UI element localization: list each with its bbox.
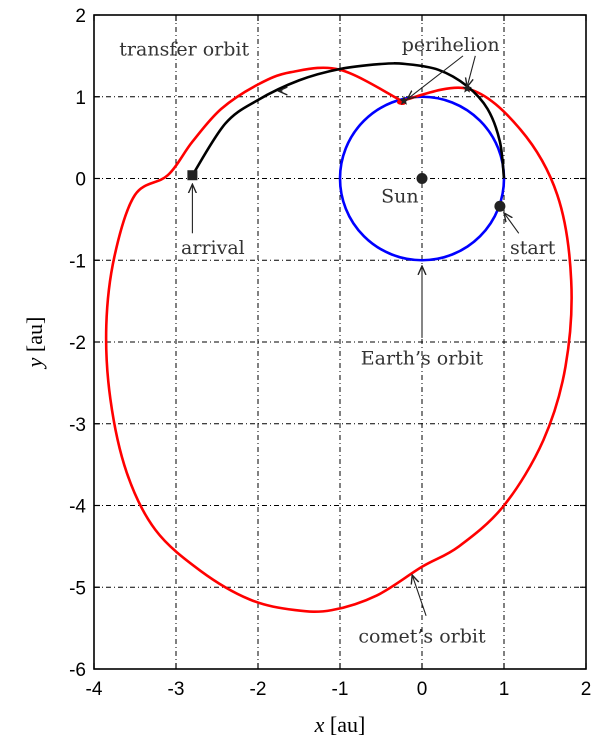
x-tick-label: 0 [417, 679, 428, 700]
arrival-label: arrival [181, 237, 245, 259]
transfer-orbit-line [191, 62, 506, 179]
perihelion-label: perihelion [402, 34, 500, 56]
y-axis-label: y [au] [22, 317, 47, 370]
x-tick-label: 2 [581, 679, 592, 700]
comet-s-orbit-arrow [412, 575, 427, 617]
earth-orbit-line [338, 95, 506, 262]
comet-orbit-line [104, 66, 573, 614]
perihelion-arrow [467, 55, 476, 87]
y-tick-label: 0 [75, 170, 86, 191]
y-tick-label: -6 [69, 660, 86, 681]
y-tick-label: -1 [69, 251, 86, 272]
start-marker [494, 200, 506, 212]
y-tick-label: 2 [75, 6, 86, 27]
series-layer [104, 62, 573, 614]
sun-label: Sun [381, 185, 419, 207]
y-tick-label: -4 [69, 497, 86, 518]
x-tick-label: -1 [332, 679, 349, 700]
x-tick-label: -2 [250, 679, 267, 700]
tick-marks [93, 14, 587, 670]
start-label: start [510, 237, 556, 259]
arrival-marker [187, 170, 198, 181]
y-tick-label: 1 [75, 88, 86, 109]
perihelion-1-marker [399, 95, 409, 105]
Sun-marker [416, 173, 428, 184]
earth-s-orbit-label: Earth’s orbit [361, 347, 484, 369]
transfer-orbit-label: transfer orbit [119, 38, 249, 60]
y-tick-label: -5 [69, 578, 86, 599]
y-tick-label: -2 [69, 333, 86, 354]
x-tick-label: -4 [86, 679, 103, 700]
x-axis-label: x [au] [314, 712, 366, 737]
perihelion-arrow [407, 55, 464, 99]
start-arrow [504, 213, 520, 234]
comet-s-orbit-label: comet’s orbit [358, 625, 486, 647]
x-tick-label: -3 [168, 679, 185, 700]
annotations-layer: transfer orbit perihelion Sun start arrival E… [119, 34, 555, 647]
points-layer [187, 83, 506, 212]
x-tick-label: 1 [499, 679, 510, 700]
y-tick-label: -3 [69, 415, 86, 436]
